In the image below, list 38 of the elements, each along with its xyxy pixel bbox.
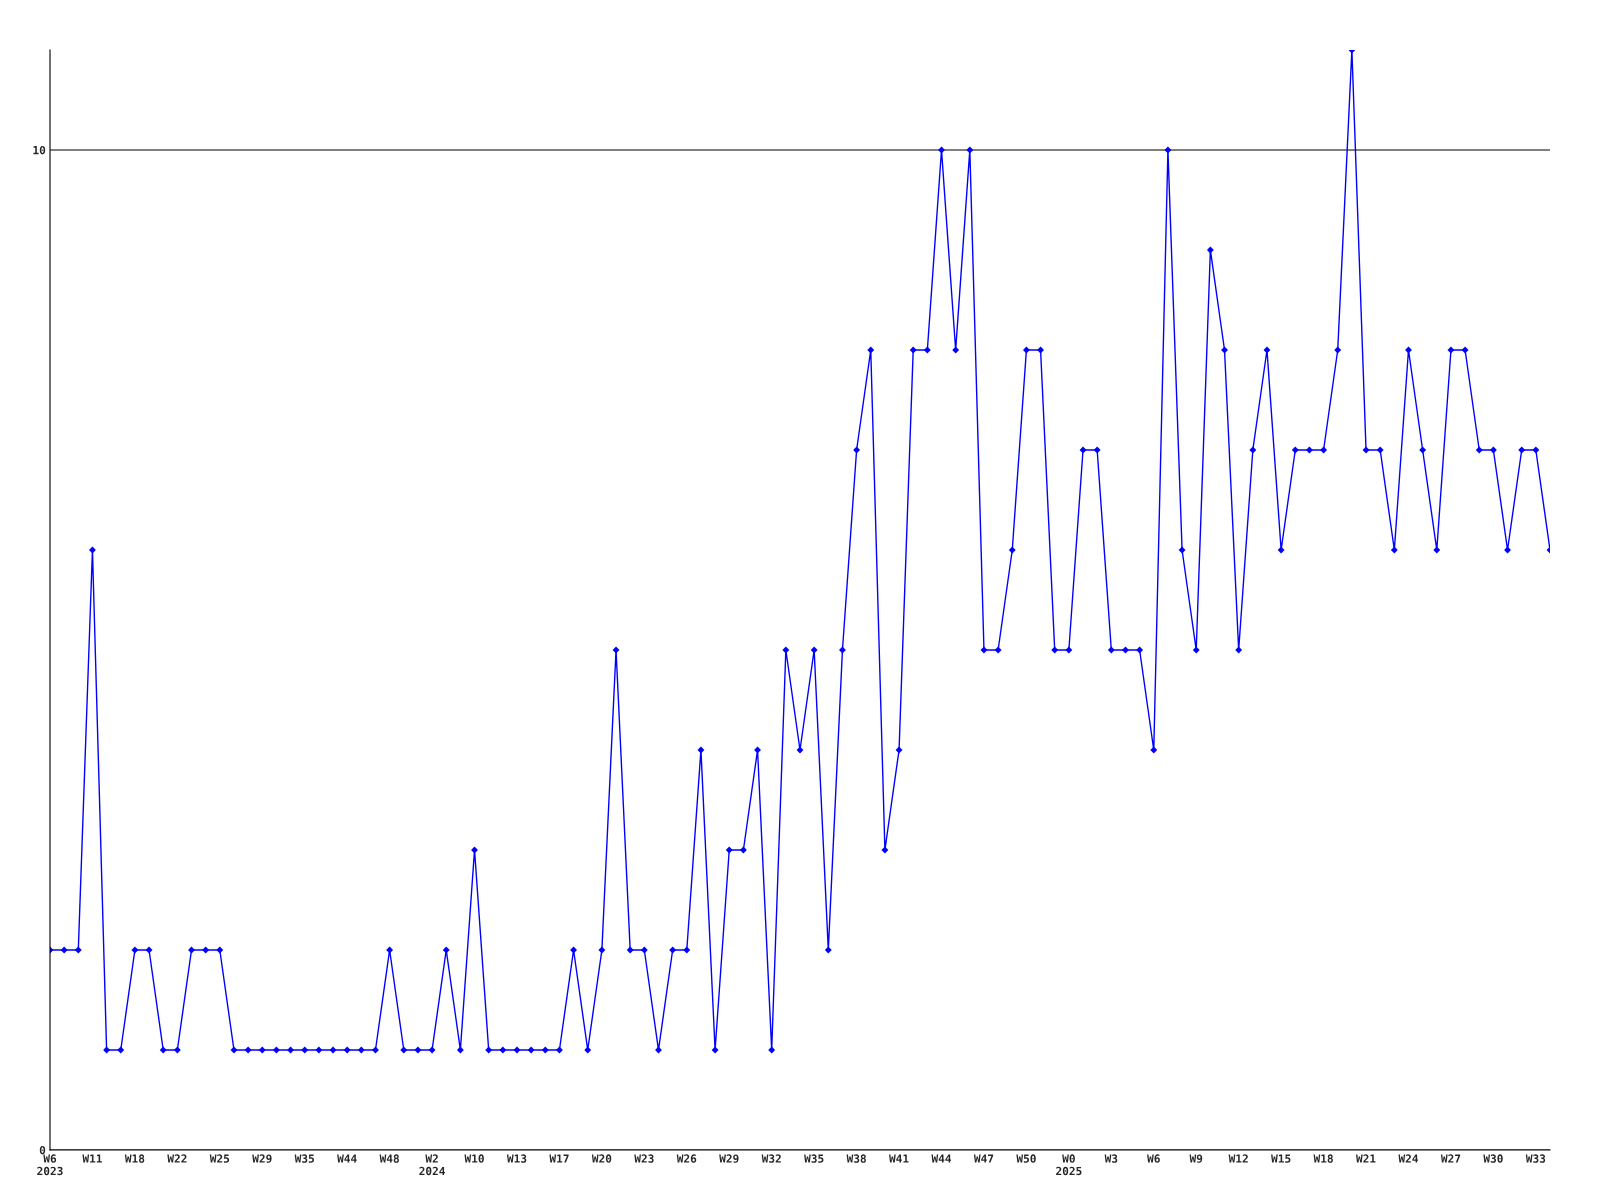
x-tick-label: W3 — [1104, 1154, 1118, 1163]
x-tick-label: W38 — [846, 1154, 866, 1163]
x-tick-label: W25 — [209, 1154, 230, 1163]
x-tick-label: W17 — [549, 1154, 569, 1163]
x-tick-label: W26 — [676, 1154, 697, 1163]
x-tick-label: W35 — [294, 1154, 314, 1163]
x-tick-label: W32 — [761, 1154, 781, 1163]
x-tick-label: W30 — [1483, 1154, 1503, 1163]
x-tick-label: W20 — [591, 1154, 612, 1163]
y-tick-label: 10 — [33, 145, 46, 155]
x-tick-label: W22 — [167, 1154, 187, 1163]
x-tick-label: W50 — [1016, 1154, 1036, 1163]
x-tick-label: W41 — [889, 1154, 909, 1163]
x-tick-label: W15 — [1271, 1154, 1291, 1163]
x-tick-label: W10 — [464, 1154, 484, 1163]
x-tick-label: W33 — [1525, 1154, 1546, 1163]
x-tick-label: W9 — [1189, 1154, 1203, 1163]
y-tick-label: 0 — [39, 1145, 46, 1155]
x-tick-label: W29 — [719, 1154, 739, 1163]
x-tick-label: W48 — [379, 1154, 399, 1163]
x-tick-label: W18 — [1313, 1154, 1333, 1163]
x-tick-label: W18 — [124, 1154, 145, 1163]
x-tick-label: W12 — [1228, 1154, 1248, 1163]
x-tick-label: W2 2024 — [419, 1154, 445, 1176]
x-tick-label: W44 — [931, 1154, 952, 1163]
x-tick-label: W47 — [973, 1154, 994, 1163]
x-tick-label: W6 — [1147, 1154, 1160, 1163]
x-tick-label: W0 2025 — [1056, 1154, 1082, 1176]
x-tick-label: W27 — [1440, 1154, 1461, 1163]
x-tick-label: W44 — [337, 1154, 357, 1163]
x-tick-label: W21 — [1356, 1154, 1376, 1163]
x-tick-label: W29 — [252, 1154, 272, 1163]
x-tick-label: W11 — [82, 1154, 102, 1163]
x-tick-label: W24 — [1398, 1154, 1419, 1163]
x-tick-label: W23 — [634, 1154, 654, 1163]
x-tick-label: W35 — [804, 1154, 824, 1163]
x-tick-label: W6 2023 — [37, 1154, 63, 1176]
x-tick-label: W13 — [506, 1154, 527, 1163]
